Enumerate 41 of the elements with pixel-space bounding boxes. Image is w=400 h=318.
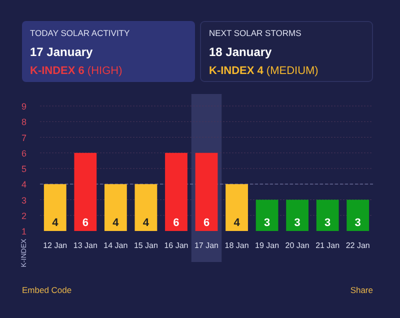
- text: K-INDEX 6: [30, 65, 84, 77]
- text: Embed Code: [22, 285, 72, 295]
- y-tick-label: 9: [21, 102, 27, 112]
- x-tick-label: 15 Jan: [134, 241, 158, 250]
- x-tick-label: 22 Jan: [346, 241, 370, 250]
- y-tick-label: 1: [21, 226, 27, 236]
- data-label: 3: [324, 217, 331, 229]
- y-tick-label: 5: [21, 164, 27, 174]
- data-label: 4: [234, 217, 241, 229]
- data-label: 3: [264, 217, 270, 229]
- text: K-INDEX 4: [209, 65, 264, 77]
- y-tick-label: 7: [21, 132, 27, 143]
- data-label: 4: [52, 217, 60, 229]
- x-tick-label: 13 Jan: [73, 241, 98, 250]
- data-label: 6: [173, 217, 180, 229]
- y-tick-label: 2: [21, 210, 27, 221]
- x-tick-label: 18 Jan: [224, 241, 249, 250]
- x-tick-label: 20 Jan: [285, 241, 310, 250]
- x-tick-label: 17 Jan: [194, 241, 219, 250]
- y-tick-label: 6: [21, 148, 27, 158]
- text: NEXT SOLAR STORMS: [209, 28, 302, 38]
- data-label: 3: [354, 217, 361, 229]
- x-tick-label: 19 Jan: [255, 241, 280, 250]
- text: (MEDIUM): [266, 65, 318, 77]
- x-tick-label: 16 Jan: [164, 241, 188, 250]
- x-tick-label: 12 Jan: [43, 241, 68, 250]
- x-tick-label: 14 Jan: [104, 241, 128, 250]
- x-tick-label: 21 Jan: [316, 241, 340, 250]
- data-label: 4: [142, 217, 150, 229]
- text: 17 January: [30, 45, 94, 59]
- y-tick-label: 3: [21, 195, 27, 206]
- data-label: 6: [82, 217, 88, 229]
- text: 18 January: [209, 45, 272, 59]
- text: (HIGH): [87, 65, 122, 77]
- text: Share: [350, 285, 374, 295]
- data-label: 4: [112, 217, 120, 229]
- data-label: 3: [294, 217, 300, 229]
- text: TODAY SOLAR ACTIVITY: [30, 28, 130, 38]
- y-tick-label: 8: [21, 117, 27, 128]
- data-label: 6: [203, 217, 210, 229]
- y-tick-label: 4: [21, 180, 27, 190]
